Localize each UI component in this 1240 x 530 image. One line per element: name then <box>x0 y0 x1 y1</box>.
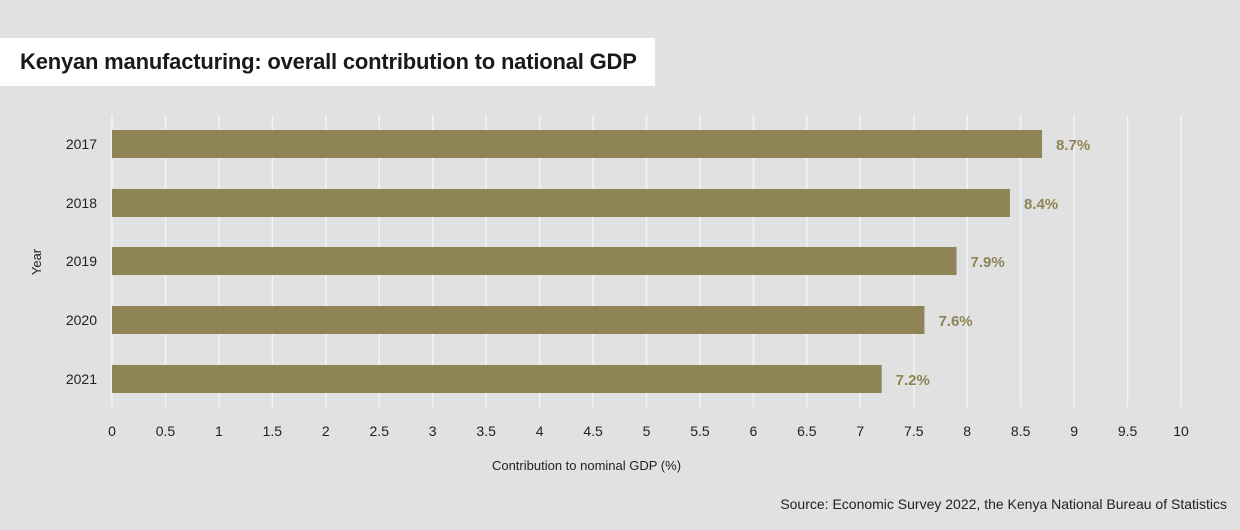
data-label: 7.9% <box>971 254 1005 271</box>
x-tick-label: 5 <box>643 423 651 439</box>
x-tick-label: 0 <box>108 423 116 439</box>
chart-title: Kenyan manufacturing: overall contributi… <box>20 49 637 74</box>
x-tick-label: 7.5 <box>904 423 924 439</box>
x-tick-label: 8.5 <box>1011 423 1031 439</box>
y-tick-label: 2017 <box>66 136 97 152</box>
x-tick-label: 1.5 <box>263 423 283 439</box>
x-tick-label: 3 <box>429 423 437 439</box>
x-tick-label: 1 <box>215 423 223 439</box>
y-axis-label: Year <box>29 248 44 275</box>
x-tick-label: 0.5 <box>156 423 176 439</box>
bar-2021 <box>112 365 882 393</box>
x-tick-label: 9.5 <box>1118 423 1138 439</box>
title-box: Kenyan manufacturing: overall contributi… <box>0 38 655 86</box>
data-label: 8.4% <box>1024 196 1058 213</box>
bar-2017 <box>112 130 1043 158</box>
x-tick-label: 5.5 <box>690 423 710 439</box>
bar-2020 <box>112 306 925 334</box>
x-tick-label: 6.5 <box>797 423 817 439</box>
x-tick-label: 10 <box>1173 423 1189 439</box>
x-tick-label: 6 <box>750 423 758 439</box>
x-tick-label: 9 <box>1070 423 1078 439</box>
data-label: 8.7% <box>1056 137 1090 154</box>
y-tick-label: 2021 <box>66 371 97 387</box>
x-tick-label: 4 <box>536 423 544 439</box>
x-tick-label: 7 <box>856 423 864 439</box>
bar-2019 <box>112 247 957 275</box>
y-tick-label: 2020 <box>66 312 97 328</box>
x-axis-label: Contribution to nominal GDP (%) <box>492 458 681 473</box>
source-note: Source: Economic Survey 2022, the Kenya … <box>780 496 1227 512</box>
x-tick-label: 2 <box>322 423 330 439</box>
y-tick-label: 2019 <box>66 253 97 269</box>
x-tick-label: 8 <box>963 423 971 439</box>
x-tick-label: 3.5 <box>476 423 496 439</box>
y-tick-label: 2018 <box>66 195 97 211</box>
data-label: 7.6% <box>938 313 972 330</box>
bar-2018 <box>112 189 1010 217</box>
x-tick-label: 2.5 <box>370 423 390 439</box>
x-tick-label: 4.5 <box>583 423 603 439</box>
data-label: 7.2% <box>896 372 930 389</box>
